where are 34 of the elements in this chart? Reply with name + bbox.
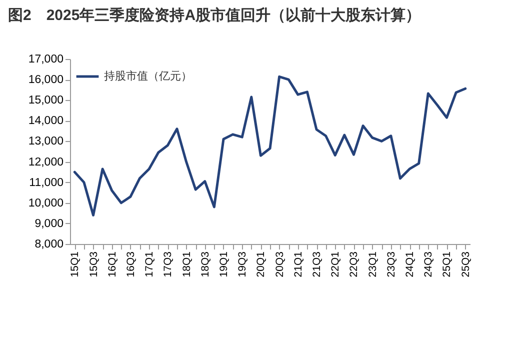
x-tick-label: 25Q1 <box>441 251 454 278</box>
y-tick-label: 16,000 <box>28 74 64 86</box>
x-tick-label: 17Q3 <box>162 251 174 278</box>
x-tick-label: 21Q3 <box>311 251 324 278</box>
x-tick-label: 19Q1 <box>218 251 230 278</box>
x-tick-label: 18Q3 <box>199 251 212 278</box>
x-tick-label: 16Q1 <box>106 251 118 278</box>
x-tick-label: 19Q3 <box>236 251 249 278</box>
x-tick-label: 23Q3 <box>385 251 398 278</box>
y-tick-label: 15,000 <box>28 94 64 107</box>
x-tick-label: 22Q1 <box>330 251 342 278</box>
y-tick-label: 14,000 <box>28 115 64 128</box>
y-tick-label: 13,000 <box>28 136 64 148</box>
x-tick-label: 17Q1 <box>144 251 156 278</box>
x-tick-label: 22Q3 <box>348 251 360 278</box>
y-tick-label: 17,000 <box>28 54 64 66</box>
y-tick-label: 9,000 <box>34 218 64 230</box>
chart-title: 图2 2025年三季度险资持A股市值回升（以前十大股东计算） <box>8 6 421 24</box>
x-tick-label: 25Q3 <box>460 251 472 278</box>
y-tick-label: 12,000 <box>28 156 64 168</box>
x-tick-label: 20Q1 <box>255 251 268 278</box>
x-tick-label: 15Q1 <box>69 251 82 278</box>
x-tick-label: 15Q3 <box>88 251 100 278</box>
legend-label: 持股市值（亿元） <box>104 70 192 82</box>
x-tick-label: 16Q3 <box>124 251 137 278</box>
y-tick-label: 8,000 <box>34 238 64 250</box>
x-tick-label: 21Q1 <box>292 251 304 278</box>
x-tick-label: 18Q1 <box>180 251 193 278</box>
x-tick-label: 24Q1 <box>404 251 416 278</box>
x-tick-label: 20Q3 <box>274 251 286 278</box>
y-tick-label: 10,000 <box>28 197 64 210</box>
y-tick-label: 11,000 <box>29 176 64 189</box>
x-tick-label: 24Q3 <box>422 251 435 278</box>
x-tick-label: 23Q1 <box>366 251 379 278</box>
